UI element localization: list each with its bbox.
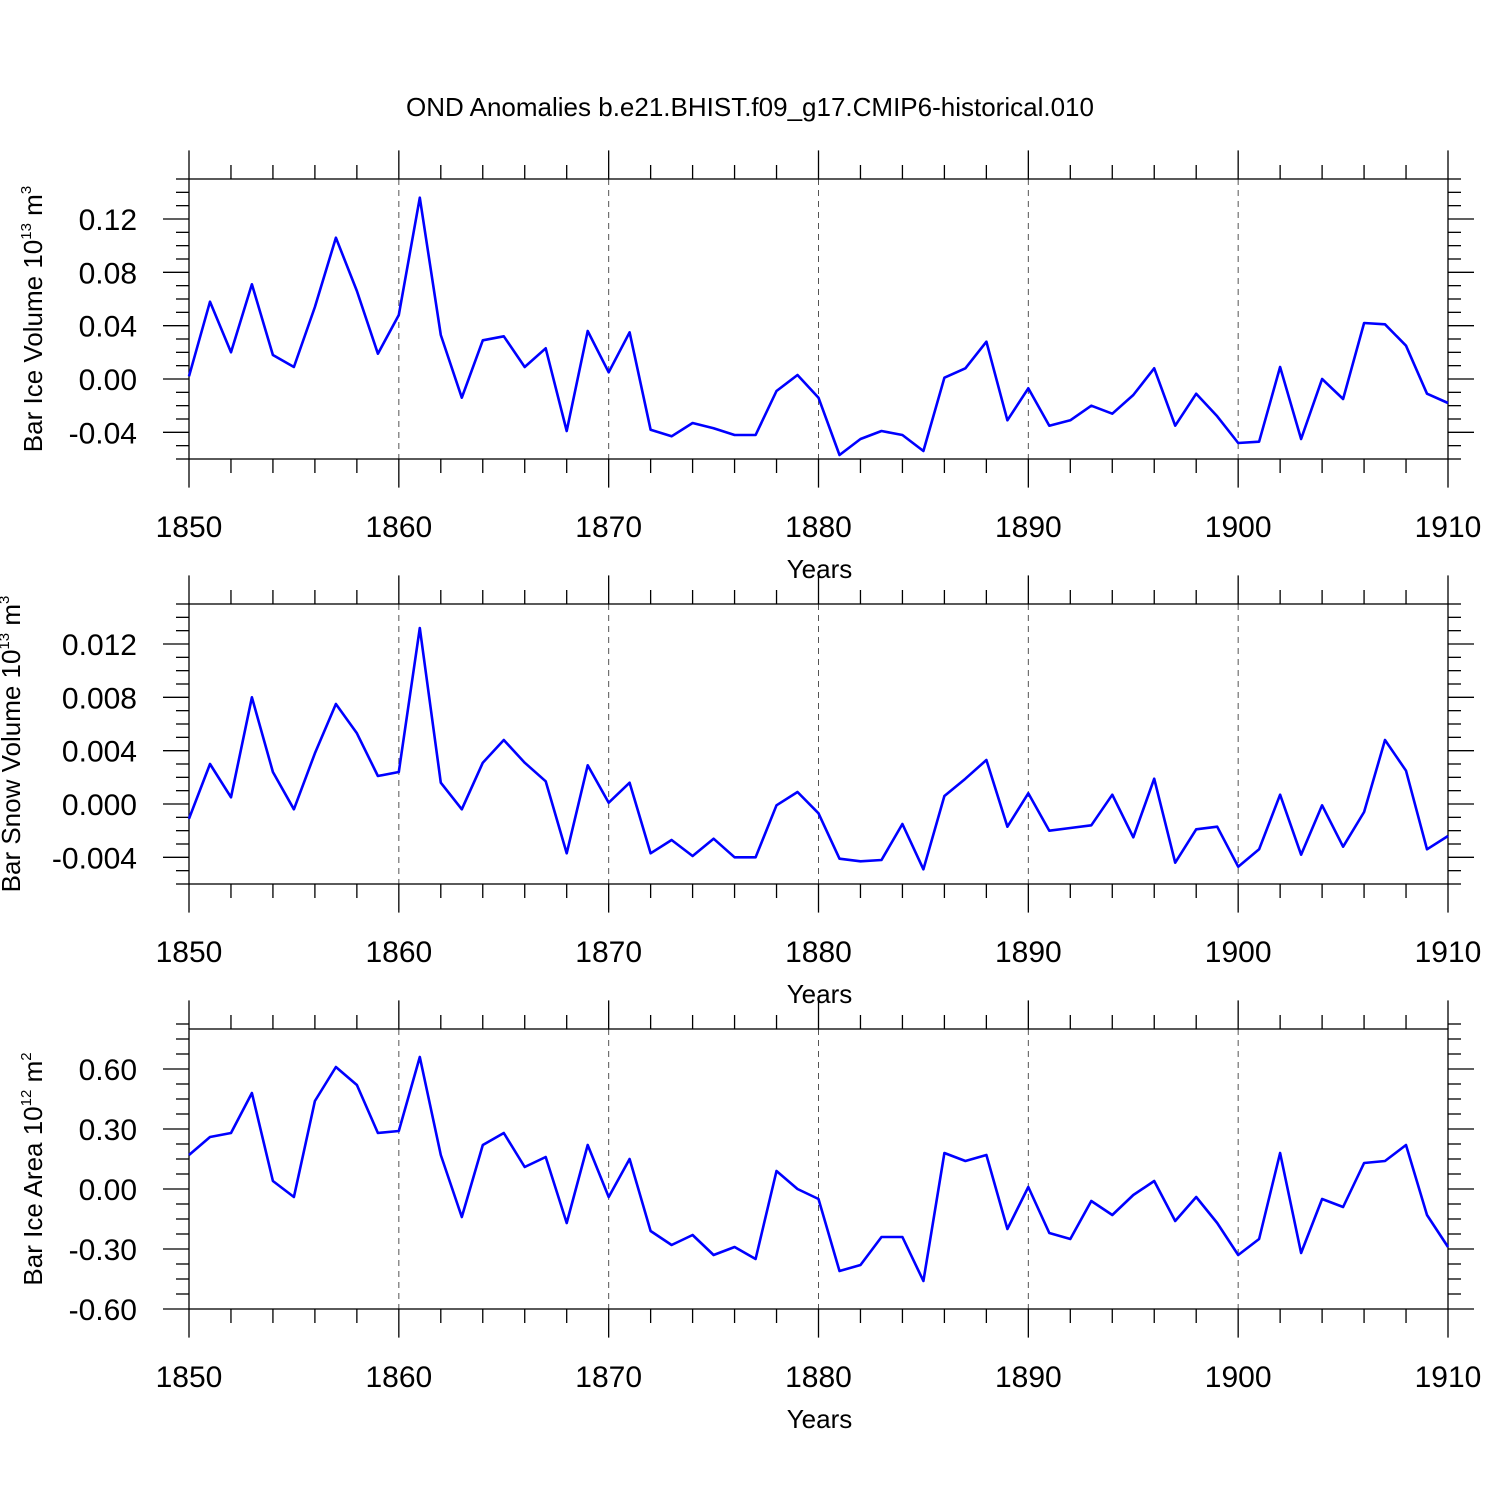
y-axis-title: Bar Snow Volume 1013 m3: [0, 596, 26, 893]
series-line: [187, 626, 1449, 871]
series-line: [187, 196, 1449, 457]
y-tick-label: 0.00: [79, 364, 137, 397]
y-tick-label: -0.60: [69, 1294, 137, 1327]
x-tick-label: 1890: [995, 936, 1062, 969]
y-tick-label: -0.30: [69, 1234, 137, 1267]
figure-title: OND Anomalies b.e21.BHIST.f09_g17.CMIP6-…: [406, 92, 1094, 122]
y-tick-label: 0.004: [62, 736, 137, 769]
plot-frame: [188, 603, 1449, 885]
panel-1: -0.04 0.00 0.04 0.08 0.12 1850 1860 1870 1880 189…: [18, 150, 1481, 584]
y-axis-title-unit: m: [18, 194, 48, 223]
chart-panels: -0.04 0.00 0.04 0.08 0.12 1850 1860 1870 1880 189…: [0, 150, 1481, 1434]
y-tick-label: -0.004: [52, 842, 137, 875]
y-tick-label: 0.60: [79, 1054, 137, 1087]
y-axis-title-main: Bar Ice Volume 10: [18, 240, 48, 452]
series-line: [188, 1055, 1450, 1283]
x-tick-label: 1880: [785, 1361, 852, 1394]
y-tick-label: 0.012: [62, 629, 137, 662]
y-tick-label: 0.00: [79, 1174, 137, 1207]
y-axis-title-unit-exp: 3: [18, 186, 35, 194]
x-tick-label: 1850: [156, 511, 223, 544]
panel-2: -0.004 0.000 0.004 0.008 0.012 1850 1860 1870 18…: [0, 575, 1481, 1009]
plot-frame: [188, 178, 1449, 460]
x-tick-label: 1850: [156, 936, 223, 969]
y-axis-title-unit-exp: 3: [0, 596, 13, 604]
y-axis-title-exp: 13: [0, 633, 13, 650]
y-tick-label: 0.30: [79, 1114, 137, 1147]
y-tick-label: 0.008: [62, 682, 137, 715]
x-tick-label: 1870: [575, 511, 642, 544]
y-axis-title: Bar Ice Area 1012 m2: [18, 1052, 48, 1285]
y-axis-title-main: Bar Snow Volume 10: [0, 650, 26, 893]
x-tick-label: 1890: [995, 511, 1062, 544]
y-tick-label: 0.12: [79, 204, 137, 237]
plot-frame: [188, 1028, 1449, 1310]
x-tick-label: 1910: [1415, 936, 1482, 969]
x-tick-label: 1860: [365, 936, 432, 969]
x-tick-label: 1880: [785, 511, 852, 544]
y-tick-label: -0.04: [69, 417, 137, 450]
x-tick-label: 1910: [1415, 1361, 1482, 1394]
x-axis-title: Years: [787, 979, 853, 1009]
x-tick-label: 1870: [575, 936, 642, 969]
panel-3: -0.60 -0.30 0.00 0.30 0.60 1850 1860 1870 1880 18…: [18, 1000, 1481, 1434]
x-tick-label: 1890: [995, 1361, 1062, 1394]
y-axis-title-exp: 12: [18, 1090, 35, 1107]
x-tick-label: 1880: [785, 936, 852, 969]
x-tick-label: 1860: [365, 511, 432, 544]
y-tick-label: 0.08: [79, 257, 137, 290]
x-tick-label: 1910: [1415, 511, 1482, 544]
x-tick-label: 1900: [1205, 1361, 1272, 1394]
x-tick-label: 1850: [156, 1361, 223, 1394]
x-tick-label: 1870: [575, 1361, 642, 1394]
y-axis-title-unit: m: [0, 604, 26, 633]
y-axis-title-exp: 13: [18, 223, 35, 240]
x-axis-title: Years: [787, 1404, 853, 1434]
y-axis-title-unit: m: [18, 1061, 48, 1090]
y-tick-label: 0.04: [79, 311, 137, 344]
x-tick-label: 1860: [365, 1361, 432, 1394]
x-tick-label: 1900: [1205, 936, 1272, 969]
y-tick-label: 0.000: [62, 789, 137, 822]
y-axis-title-unit-exp: 2: [18, 1052, 35, 1060]
y-axis-title-main: Bar Ice Area 10: [18, 1106, 48, 1285]
y-axis-title: Bar Ice Volume 1013 m3: [18, 186, 48, 452]
x-axis-title: Years: [787, 554, 853, 584]
x-tick-label: 1900: [1205, 511, 1272, 544]
